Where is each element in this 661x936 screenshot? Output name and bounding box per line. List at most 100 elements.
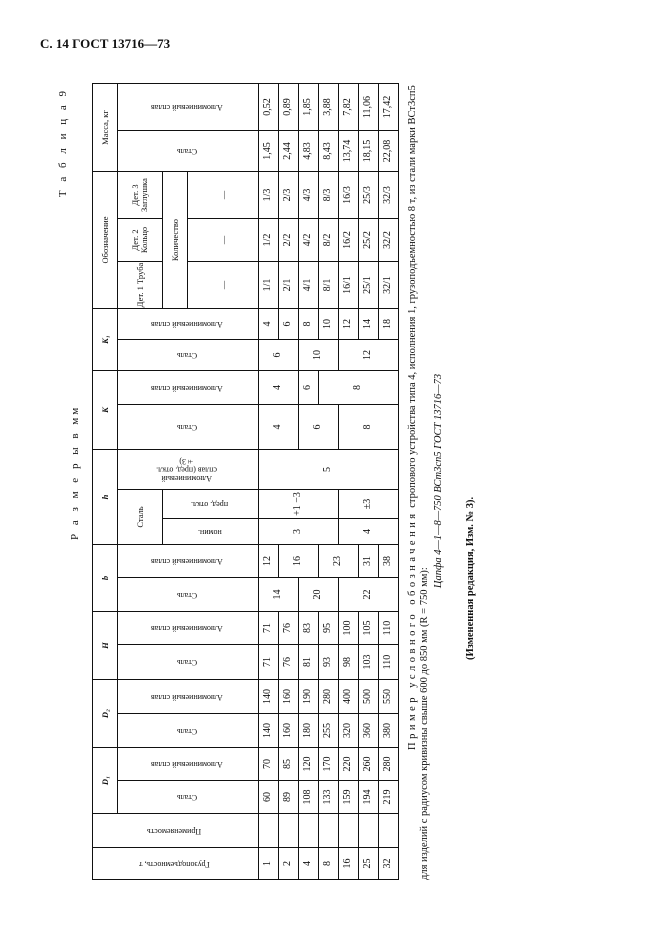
cell-D1-alloy: 220: [338, 747, 359, 781]
cell-H-alloy: 71: [258, 611, 279, 645]
header-part2: Дет. 2 Кольцо: [117, 218, 163, 262]
cell-D1-steel: 159: [338, 780, 359, 814]
cell-part2: 1/2: [258, 218, 279, 262]
example-body: стропового устройства типа 4, исполнения…: [407, 85, 430, 880]
cell-part3: 1/3: [258, 171, 279, 219]
cell-applicability: [298, 813, 319, 848]
cell-D2-alloy: 190: [298, 679, 319, 714]
cell-D1-steel: 133: [318, 780, 339, 814]
cell-D1-alloy: 120: [298, 747, 319, 781]
cell-applicability: [358, 813, 379, 848]
cell-part1: 2/1: [278, 261, 299, 309]
cell-b-steel: 14: [258, 577, 299, 612]
cell-D2-steel: 360: [358, 713, 379, 748]
cell-K-alloy: 6: [298, 370, 319, 405]
cell-mass-steel: 13,74: [338, 130, 359, 172]
header-h-deviation: пред. откл.: [162, 489, 259, 519]
cell-capacity: 32: [378, 847, 399, 880]
table-number: Т а б л и ц а 9: [57, 88, 69, 198]
cell-part2: 25/2: [358, 218, 379, 262]
cell-b-alloy: 23: [318, 544, 359, 578]
cell-K1-steel: 6: [258, 339, 299, 371]
header-mass-alloy: Алюминиевый сплав: [117, 83, 259, 131]
table-body: 1 60 70 140 140 71 71 14 12 3 +1 −3 5 4 4 6 4 1/1 1/2 1/3 1…: [258, 83, 399, 880]
cell-mass-steel: 4,83: [298, 130, 319, 172]
example-text: Пример условного обозначения стропового …: [407, 82, 431, 880]
cell-K1-alloy: 18: [378, 308, 399, 340]
cell-mass-alloy: 0,52: [258, 83, 279, 131]
cell-part1: 25/1: [358, 261, 379, 309]
cell-D2-alloy: 160: [278, 679, 299, 714]
cell-capacity: 25: [358, 847, 379, 880]
cell-H-alloy: 100: [338, 611, 359, 645]
header-D2-steel: Сталь: [117, 713, 259, 748]
cell-part3: 4/3: [298, 171, 319, 219]
example-code: Цапфа 4—1—8—750 ВСт3сп5 ГОСТ 13716—73: [433, 373, 444, 589]
cell-H-alloy: 83: [298, 611, 319, 645]
cell-b-alloy: 31: [358, 544, 379, 578]
cell-part1: 16/1: [338, 261, 359, 309]
cell-D2-steel: 160: [278, 713, 299, 748]
header-part2-dash: —: [187, 218, 259, 262]
header-D2: D₂: [92, 679, 118, 748]
cell-D2-steel: 380: [378, 713, 399, 748]
page-header: С. 14 ГОСТ 13716—73: [40, 36, 171, 51]
cell-D2-alloy: 140: [258, 679, 279, 714]
cell-mass-alloy: 1,85: [298, 83, 319, 131]
cell-mass-alloy: 11,06: [358, 83, 379, 131]
header-capacity: Грузоподъемность, т: [92, 847, 259, 880]
cell-part3: 32/3: [378, 171, 399, 219]
cell-D2-alloy: 400: [338, 679, 359, 714]
cell-capacity: 4: [298, 847, 319, 880]
header-H-steel: Сталь: [117, 644, 259, 680]
cell-mass-steel: 22,08: [378, 130, 399, 172]
cell-K1-alloy: 12: [338, 308, 359, 340]
header-K1-steel: Сталь: [117, 339, 259, 371]
cell-D1-alloy: 170: [318, 747, 339, 781]
cell-D1-alloy: 260: [358, 747, 379, 781]
header-K-steel: Сталь: [117, 404, 259, 450]
header-part1-dash: —: [187, 261, 259, 309]
cell-K1-steel: 10: [298, 339, 339, 371]
header-b-steel: Сталь: [117, 577, 259, 612]
cell-D2-steel: 320: [338, 713, 359, 748]
dimensions-note: Р а з м е р ы в мм: [69, 404, 81, 540]
cell-b-alloy: 12: [258, 544, 279, 578]
header-mass: Масса, кг: [92, 83, 118, 172]
cell-D1-steel: 89: [278, 780, 299, 814]
data-table: Грузоподъемность, т Применяемость D₁ D₂ …: [92, 83, 399, 880]
cell-D1-steel: 60: [258, 780, 279, 814]
header-H-alloy: Алюминиевый сплав: [117, 611, 259, 645]
cell-H-steel: 103: [358, 644, 379, 680]
header-h-nominal: номин.: [162, 518, 259, 545]
header-K1: K₁: [92, 308, 118, 371]
cell-mass-alloy: 0,89: [278, 83, 299, 131]
cell-K-steel: 8: [338, 404, 399, 450]
cell-part1: 1/1: [258, 261, 279, 309]
cell-h-nominal: 4: [338, 518, 399, 545]
cell-H-alloy: 95: [318, 611, 339, 645]
cell-part2: 4/2: [298, 218, 319, 262]
header-part3-dash: —: [187, 171, 259, 219]
cell-h-deviation: ±3: [338, 489, 399, 519]
cell-mass-alloy: 3,88: [318, 83, 339, 131]
header-h-steel: Сталь: [117, 489, 163, 545]
header-K1-alloy: Алюминиевый сплав: [117, 308, 259, 340]
cell-part1: 8/1: [318, 261, 339, 309]
cell-D2-alloy: 280: [318, 679, 339, 714]
cell-capacity: 16: [338, 847, 359, 880]
cell-K1-alloy: 8: [298, 308, 319, 340]
cell-H-steel: 81: [298, 644, 319, 680]
cell-K-steel: 6: [298, 404, 339, 450]
cell-mass-steel: 2,44: [278, 130, 299, 172]
cell-K-alloy: 4: [258, 370, 299, 405]
cell-h-alloy: 5: [258, 449, 399, 490]
header-D2-alloy: Алюминиевый сплав: [117, 679, 259, 714]
cell-D1-alloy: 70: [258, 747, 279, 781]
cell-mass-steel: 1,45: [258, 130, 279, 172]
cell-H-steel: 110: [378, 644, 399, 680]
cell-b-steel: 20: [298, 577, 339, 612]
changed-note: (Измененная редакция, Изм. № 3).: [465, 496, 476, 660]
cell-b-alloy: 38: [378, 544, 399, 578]
cell-b-alloy: 16: [278, 544, 319, 578]
